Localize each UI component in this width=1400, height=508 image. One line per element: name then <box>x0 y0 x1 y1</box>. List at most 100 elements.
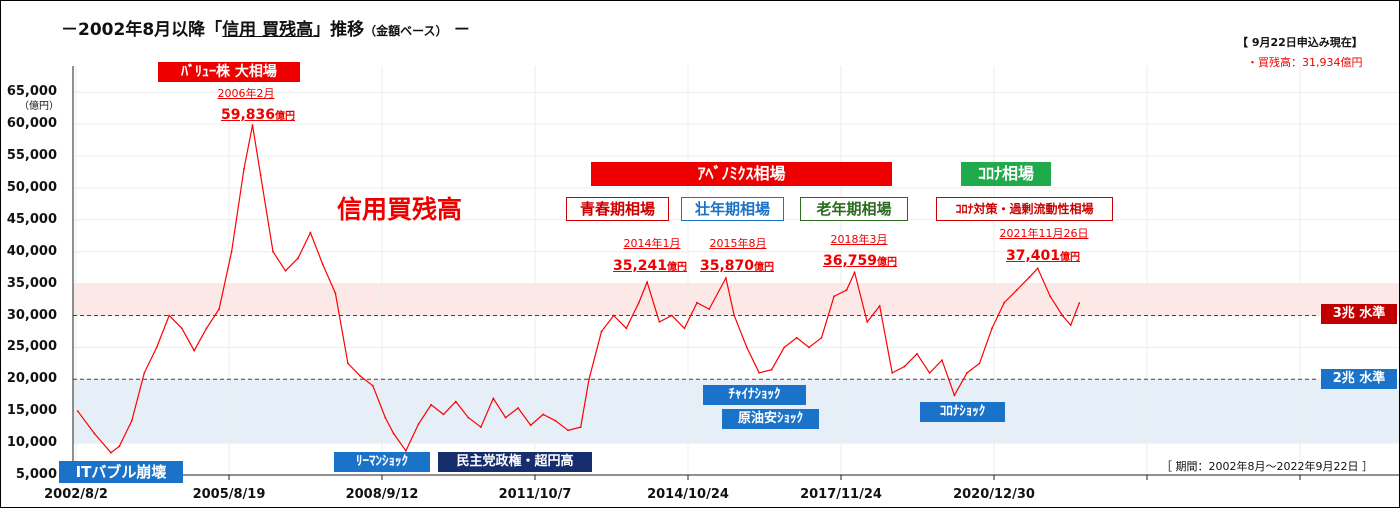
data-point <box>297 257 299 259</box>
data-point <box>492 397 495 400</box>
peak-value-2021: 37,401億円 <box>1006 248 1081 264</box>
data-point <box>600 330 603 333</box>
data-point <box>454 400 457 403</box>
y-tick-label: 25,000 <box>6 339 57 355</box>
x-tick-label: 2014/10/24 <box>647 487 729 502</box>
peak-date-2015: 2015年8月 <box>709 237 767 250</box>
data-point <box>93 432 96 435</box>
data-point <box>309 231 312 234</box>
data-point <box>891 372 894 374</box>
oil-shock-badge: 原油安ｼｮｯｸ <box>722 409 819 429</box>
data-point <box>646 281 648 283</box>
data-point <box>588 378 590 381</box>
data-point <box>251 124 254 126</box>
data-point <box>708 308 711 310</box>
data-point <box>118 445 121 448</box>
data-point <box>480 426 482 428</box>
y-tick-label: 10,000 <box>6 435 57 451</box>
data-point <box>567 429 569 432</box>
level-3-trillion-label: 3兆 水準 <box>1321 304 1397 324</box>
data-point <box>384 416 387 419</box>
data-point <box>334 292 337 295</box>
peak-date-2006: 2006年2月 <box>217 87 275 100</box>
x-tick-label: 2008/9/12 <box>345 487 419 502</box>
data-point <box>820 336 823 339</box>
data-point <box>795 336 798 339</box>
data-point <box>733 314 736 317</box>
data-point <box>833 295 835 298</box>
data-point <box>808 346 810 349</box>
data-point <box>284 269 287 272</box>
data-point <box>218 308 221 310</box>
data-point <box>625 327 628 330</box>
data-point <box>130 419 133 422</box>
data-point <box>758 372 761 374</box>
data-point <box>991 327 993 330</box>
data-point <box>529 424 532 427</box>
period-label: ［ 期間：2002年8月～2022年9月22日 ］ <box>1161 460 1373 473</box>
peak-value-2018: 36,759億円 <box>823 253 898 269</box>
china-shock-badge: ﾁｬｲﾅｼｮｯｸ <box>703 385 806 405</box>
data-point <box>866 321 869 323</box>
level-2-trillion-label: 2兆 水準 <box>1321 369 1397 389</box>
data-point <box>941 359 943 362</box>
liquidity-phase-label: ｺﾛﾅ対策・過剰流動性相場 <box>936 197 1113 221</box>
y-tick-label: 5,000 <box>15 467 57 482</box>
corona-badge: ｺﾛﾅ相場 <box>961 162 1051 186</box>
data-point <box>542 413 544 416</box>
data-point <box>878 305 881 307</box>
data-point <box>1015 289 1018 291</box>
peak-value-2014: 35,241億円 <box>613 258 688 274</box>
dpj-badge: 民主党政権・超円高 <box>438 452 592 472</box>
data-point <box>180 327 183 330</box>
data-point <box>770 368 773 371</box>
data-point <box>1069 324 1072 326</box>
data-point <box>966 372 968 374</box>
data-point <box>1036 267 1039 270</box>
lehman-badge: ﾘｰﾏﾝｼｮｯｸ <box>334 452 430 472</box>
peak-date-2018: 2018年3月 <box>830 233 888 246</box>
data-point <box>1003 301 1006 304</box>
y-tick-label: 65,000 <box>6 84 57 100</box>
y-unit-label: （億円） <box>19 101 59 112</box>
peak-value-2015: 35,870億円 <box>700 258 775 274</box>
data-point <box>230 250 233 253</box>
peak-date-2021: 2021年11月26日 <box>999 227 1089 240</box>
data-point <box>853 271 856 274</box>
data-point <box>670 314 673 317</box>
x-tick-label: 2002/8/2 <box>44 487 108 502</box>
abenomics-badge: ｱﾍﾞﾉﾐｸｽ相場 <box>591 162 892 186</box>
y-tick-label: 60,000 <box>6 116 57 132</box>
data-point <box>903 365 906 368</box>
data-point <box>517 407 519 409</box>
youth-phase-label: 青春期相場 <box>566 197 669 221</box>
data-point <box>347 362 349 365</box>
series-label: 信用買残高 <box>337 195 463 224</box>
data-point <box>745 346 748 349</box>
y-tick-label: 20,000 <box>6 371 57 387</box>
data-point <box>683 327 686 330</box>
data-point <box>1049 295 1052 298</box>
data-point <box>1028 276 1031 279</box>
data-point <box>504 416 507 419</box>
data-point <box>916 352 918 355</box>
data-point <box>1061 314 1064 317</box>
data-point <box>978 362 981 365</box>
data-point <box>155 346 158 349</box>
data-point <box>371 384 374 387</box>
data-point <box>783 346 786 349</box>
y-tick-label: 50,000 <box>6 179 57 195</box>
data-point <box>467 416 470 419</box>
data-point <box>359 375 362 377</box>
data-point <box>442 413 445 416</box>
data-point <box>193 349 196 352</box>
y-tick-label: 15,000 <box>6 403 57 419</box>
current-balance-label: ・買残高：31,934億円 <box>1247 56 1363 69</box>
x-tick-label: 2017/11/24 <box>800 487 882 502</box>
data-point <box>417 423 420 425</box>
x-tick-label: 2005/8/19 <box>192 487 266 502</box>
corona-shock-badge: ｺﾛﾅｼｮｯｸ <box>920 402 1005 422</box>
data-point <box>143 372 146 374</box>
y-tick-label: 35,000 <box>6 275 57 291</box>
